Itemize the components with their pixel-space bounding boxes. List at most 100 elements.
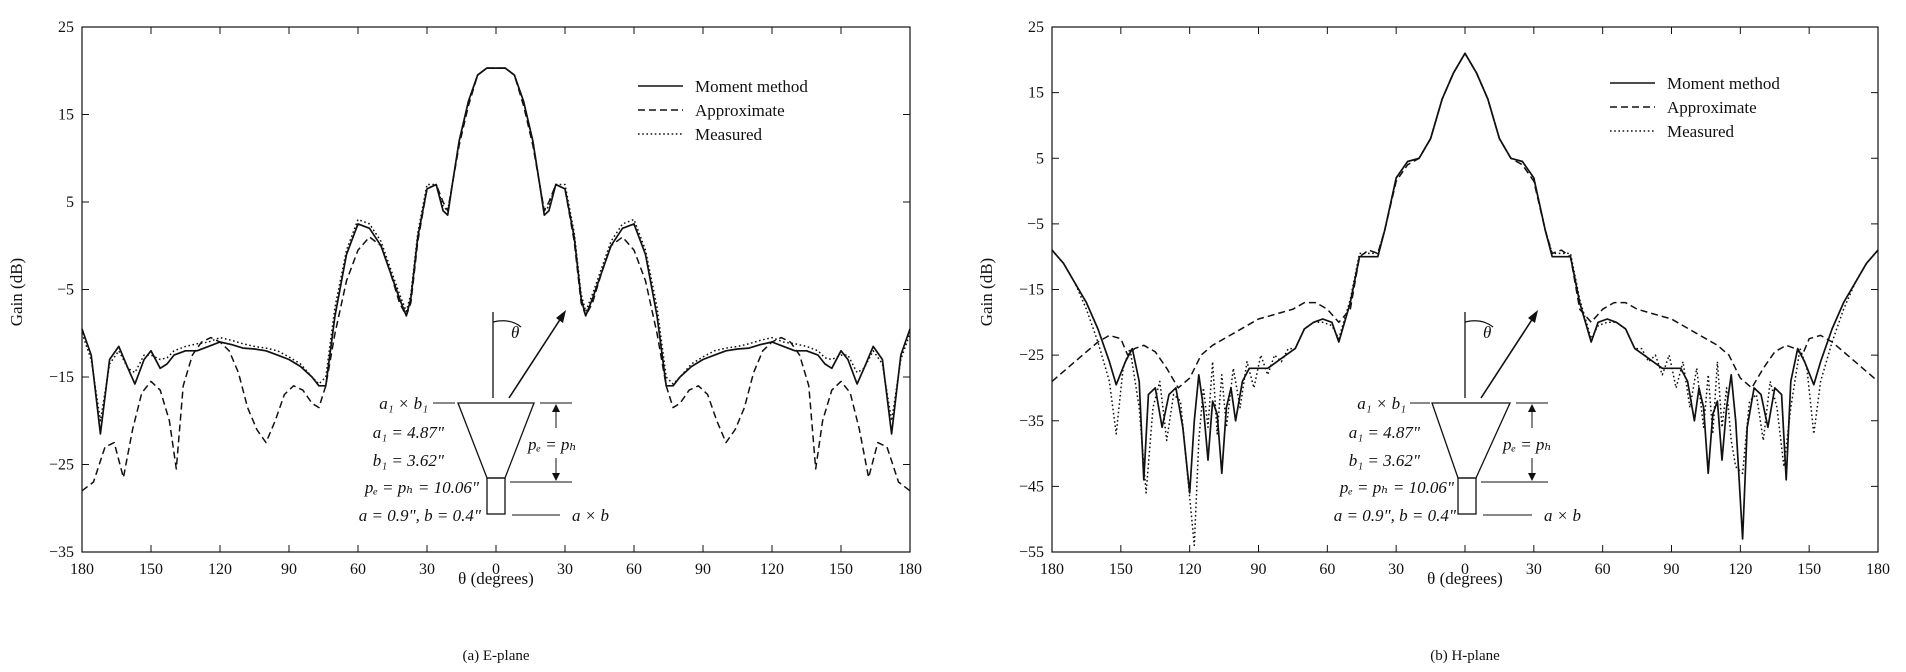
x-ticks: 180 150 120 90 60 30 0 30 60 90 120 150 180 bbox=[1040, 27, 1890, 578]
x-tick-label: 90 bbox=[695, 561, 711, 578]
x-axis-label: θ (degrees) bbox=[1427, 569, 1503, 588]
inset-aperture-label: a₁ × b₁ bbox=[379, 394, 428, 413]
panel-caption: (a) E-plane bbox=[462, 648, 529, 664]
inset-dim-arrowhead-down bbox=[552, 473, 560, 481]
measured-line bbox=[81, 67, 911, 422]
x-tick-label: 120 bbox=[208, 561, 232, 578]
approximate-line bbox=[81, 67, 911, 492]
x-tick-label: 30 bbox=[1526, 561, 1542, 578]
x-tick-label: 180 bbox=[1866, 561, 1890, 578]
inset-pe-ph-value: pₑ = pₕ = 10.06" bbox=[1339, 478, 1455, 497]
y-axis-label: Gain (dB) bbox=[7, 258, 26, 326]
legend: Moment method Approximate Measured bbox=[638, 77, 808, 144]
y-tick-label: −55 bbox=[1019, 544, 1044, 561]
inset-dim-arrowhead-down bbox=[1528, 473, 1536, 481]
inset-horn-flare bbox=[1431, 402, 1512, 479]
inset-dim-arrowhead-up bbox=[1528, 404, 1536, 412]
legend: Moment method Approximate Measured bbox=[1610, 74, 1780, 141]
y-tick-label: 5 bbox=[66, 194, 74, 211]
y-tick-label: −5 bbox=[57, 282, 74, 299]
measured-line bbox=[1051, 52, 1879, 547]
inset-waveguide bbox=[1457, 477, 1477, 515]
x-tick-label: 150 bbox=[1797, 561, 1821, 578]
inset-aperture-label: a₁ × b₁ bbox=[1357, 394, 1406, 413]
legend-label-measured: Measured bbox=[1667, 122, 1735, 141]
x-tick-label: 60 bbox=[350, 561, 366, 578]
x-tick-label: 60 bbox=[1595, 561, 1611, 578]
plot-frame bbox=[81, 26, 911, 553]
inset-b1: b₁ = 3.62" bbox=[1349, 451, 1421, 470]
plot-area bbox=[1051, 26, 1879, 553]
moment-method-line bbox=[1051, 52, 1879, 540]
y-tick-label: −15 bbox=[49, 369, 74, 386]
legend-label-approx: Approximate bbox=[1667, 98, 1757, 117]
inset-arrow-head bbox=[556, 310, 566, 323]
x-tick-label: 180 bbox=[1040, 561, 1064, 578]
series-lines bbox=[1051, 52, 1879, 547]
x-tick-label: 90 bbox=[1664, 561, 1680, 578]
horn-inset: θ pₑ = pₕ a × b a₁ × b₁ a₁ = 4.87" b₁ = … bbox=[359, 310, 609, 525]
x-tick-label: 60 bbox=[626, 561, 642, 578]
inset-horn-flare bbox=[457, 402, 535, 479]
inset-pe-ph-label: pₑ = pₕ bbox=[527, 435, 577, 454]
legend-label-approx: Approximate bbox=[695, 101, 785, 120]
inset-pe-ph-label: pₑ = pₕ bbox=[1502, 435, 1552, 454]
legend-label-moment: Moment method bbox=[695, 77, 808, 96]
x-tick-label: 30 bbox=[1388, 561, 1404, 578]
approximate-line bbox=[1051, 52, 1879, 389]
y-ticks: −35 −25 −15 −5 5 15 25 bbox=[49, 19, 910, 561]
inset-theta-symbol: θ bbox=[511, 323, 519, 342]
inset-dim-arrowhead-up bbox=[552, 404, 560, 412]
plot-area bbox=[81, 26, 911, 553]
x-tick-label: 0 bbox=[1461, 561, 1469, 578]
series-lines bbox=[81, 67, 911, 492]
plot-frame bbox=[1051, 26, 1879, 553]
inset-waveguide bbox=[486, 477, 506, 515]
e-plane-panel: Gain (dB) −35 −25 −15 −5 5 15 25 180 150 120 90 60… bbox=[7, 19, 922, 664]
x-tick-label: 150 bbox=[139, 561, 163, 578]
x-tick-label: 180 bbox=[70, 561, 94, 578]
y-tick-label: 25 bbox=[1028, 19, 1044, 36]
x-tick-label: 0 bbox=[492, 561, 500, 578]
y-tick-label: −5 bbox=[1027, 216, 1044, 233]
inset-a-b: a = 0.9", b = 0.4" bbox=[359, 506, 482, 525]
x-tick-label: 60 bbox=[1319, 561, 1335, 578]
x-tick-label: 120 bbox=[760, 561, 784, 578]
legend-label-measured: Measured bbox=[695, 125, 763, 144]
inset-waveguide-label: a × b bbox=[572, 506, 609, 525]
y-tick-label: 15 bbox=[1028, 85, 1044, 102]
y-tick-label: −25 bbox=[1019, 347, 1044, 364]
x-tick-label: 150 bbox=[1109, 561, 1133, 578]
inset-a-b: a = 0.9", b = 0.4" bbox=[1334, 506, 1457, 525]
y-tick-label: −15 bbox=[1019, 282, 1044, 299]
inset-a1: a₁ = 4.87" bbox=[373, 423, 445, 442]
panel-caption: (b) H-plane bbox=[1430, 648, 1500, 664]
inset-arrow-head bbox=[1528, 310, 1538, 323]
x-tick-label: 120 bbox=[1178, 561, 1202, 578]
x-tick-label: 30 bbox=[557, 561, 573, 578]
y-tick-label: −35 bbox=[49, 544, 74, 561]
y-tick-label: 15 bbox=[58, 107, 74, 124]
inset-direction-arrow bbox=[508, 314, 564, 399]
x-ticks: 180 150 120 90 60 30 0 30 60 90 120 150 180 bbox=[70, 27, 922, 578]
y-tick-label: −45 bbox=[1019, 478, 1044, 495]
x-axis-label: θ (degrees) bbox=[458, 569, 534, 588]
inset-b1: b₁ = 3.62" bbox=[373, 451, 445, 470]
y-axis-label: Gain (dB) bbox=[977, 258, 996, 326]
inset-theta-symbol: θ bbox=[1483, 323, 1491, 342]
y-tick-label: 25 bbox=[58, 19, 74, 36]
x-tick-label: 120 bbox=[1728, 561, 1752, 578]
horn-inset: θ pₑ = pₕ a × b a₁ × b₁ a₁ = 4.87" b₁ = … bbox=[1334, 310, 1581, 525]
inset-pe-ph-value: pₑ = pₕ = 10.06" bbox=[364, 478, 480, 497]
inset-waveguide-label: a × b bbox=[1544, 506, 1581, 525]
y-tick-label: 5 bbox=[1036, 150, 1044, 167]
x-tick-label: 180 bbox=[898, 561, 922, 578]
inset-a1: a₁ = 4.87" bbox=[1349, 423, 1421, 442]
x-tick-label: 90 bbox=[281, 561, 297, 578]
x-tick-label: 90 bbox=[1251, 561, 1267, 578]
inset-theta-arc bbox=[1464, 320, 1494, 328]
y-tick-label: −25 bbox=[49, 457, 74, 474]
